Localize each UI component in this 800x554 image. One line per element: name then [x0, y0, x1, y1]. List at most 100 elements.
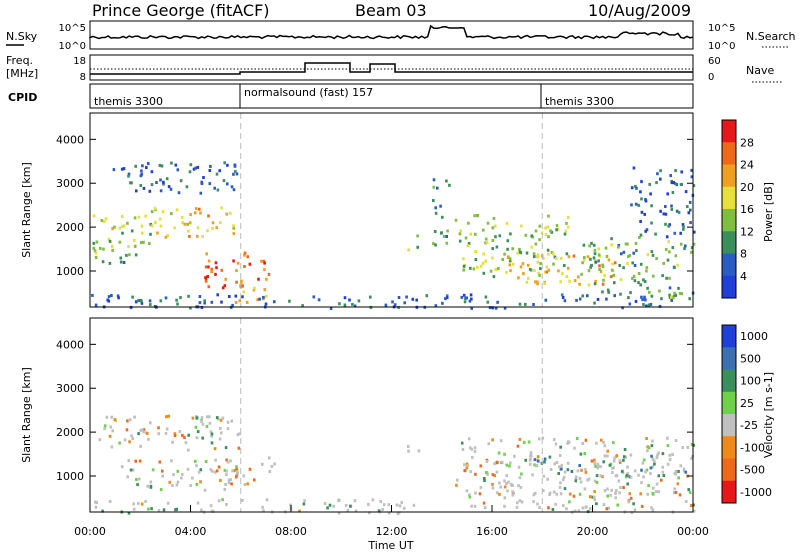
echo-cell — [107, 237, 111, 241]
echo-cell — [263, 261, 266, 265]
echo-cell — [465, 462, 469, 466]
echo-cell — [496, 460, 499, 464]
echo-cell — [469, 293, 473, 297]
echo-cell — [416, 234, 419, 238]
echo-cell — [650, 250, 654, 254]
y-tick-label: 1000 — [56, 265, 84, 278]
echo-cell — [508, 263, 512, 267]
echo-cell — [597, 253, 601, 257]
echo-cell — [682, 469, 686, 473]
echo-cell — [505, 482, 508, 485]
echo-cell — [639, 262, 643, 266]
echo-cell — [525, 280, 529, 284]
echo-cell — [186, 467, 190, 471]
echo-cell — [144, 214, 147, 218]
echo-cell — [537, 437, 541, 441]
echo-cell — [666, 258, 670, 262]
echo-cell — [554, 502, 557, 506]
echo-cell — [493, 474, 496, 478]
echo-cell — [168, 480, 172, 484]
echo-cell — [684, 244, 687, 248]
echo-cell — [579, 452, 583, 456]
echo-cell — [132, 502, 135, 506]
echo-cell — [642, 303, 645, 306]
echo-cell — [348, 298, 351, 302]
echo-cell — [186, 222, 189, 226]
echo-cell — [619, 278, 623, 282]
echo-cell — [209, 468, 213, 472]
echo-cell — [474, 472, 477, 476]
echo-cell — [219, 426, 222, 430]
echo-cell — [566, 441, 569, 445]
echo-cell — [497, 451, 501, 455]
echo-cell — [213, 470, 217, 474]
echo-cell — [235, 465, 238, 469]
echo-cell — [593, 258, 597, 262]
echo-cell — [485, 460, 489, 463]
echo-cell — [252, 288, 256, 292]
echo-cell — [631, 276, 634, 280]
echo-cell — [227, 478, 231, 482]
echo-cell — [214, 272, 217, 276]
echo-cell — [653, 462, 656, 466]
echo-cell — [578, 297, 582, 301]
echo-cell — [506, 489, 509, 493]
echo-cell — [198, 301, 202, 305]
echo-cell — [141, 428, 144, 432]
echo-cell — [666, 192, 669, 196]
echo-cell — [538, 238, 541, 242]
echo-cell — [209, 504, 213, 508]
echo-cell — [573, 509, 577, 513]
power-panel: Slant Range [km] 1000 2000 3000 4000 4 8 12 16… — [20, 112, 775, 310]
echo-cell — [563, 264, 566, 267]
echo-cell — [587, 269, 591, 273]
echo-cell — [629, 496, 633, 500]
echo-cell — [494, 306, 498, 310]
echo-cell — [610, 268, 614, 272]
echo-cell — [640, 180, 643, 184]
echo-cell — [109, 425, 112, 429]
echo-cell — [533, 269, 536, 272]
echo-cell — [474, 232, 477, 236]
y-tick-label: 4000 — [56, 338, 84, 351]
echo-cell — [149, 485, 153, 489]
echo-cell — [689, 504, 693, 507]
colorbar-segment — [722, 325, 736, 348]
velocity-panel: Slant Range [km] 1000 2000 3000 4000 1000 50… — [20, 317, 775, 515]
echo-region — [455, 436, 695, 497]
echo-cell — [211, 221, 215, 225]
echo-cell — [171, 484, 174, 487]
colorbar-tick-label: 25 — [740, 397, 754, 410]
echo-cell — [598, 264, 601, 268]
echo-cell — [498, 234, 502, 238]
echo-cell — [121, 225, 124, 228]
echo-cell — [125, 253, 128, 257]
echo-cell — [131, 468, 135, 472]
echo-cell — [268, 470, 272, 473]
echo-cell — [92, 241, 96, 245]
echo-region — [454, 214, 570, 279]
echo-cell — [503, 252, 506, 256]
freq-trace — [90, 62, 693, 75]
echo-cell — [103, 424, 107, 428]
echo-cell — [501, 460, 504, 464]
echo-cell — [466, 464, 470, 468]
echo-cell — [126, 419, 129, 423]
echo-cell — [539, 267, 542, 271]
echo-cell — [573, 279, 577, 283]
echo-cell — [377, 509, 381, 513]
echo-cell — [94, 303, 98, 307]
echo-cell — [603, 454, 607, 458]
echo-cell — [203, 299, 206, 303]
echo-cell — [593, 252, 597, 256]
echo-cell — [486, 472, 489, 476]
echo-cell — [237, 446, 241, 450]
echo-cell — [632, 251, 635, 255]
echo-cell — [100, 219, 104, 223]
echo-cell — [149, 232, 152, 236]
echo-cell — [207, 214, 210, 218]
echo-cell — [640, 481, 643, 485]
echo-cell — [508, 257, 512, 261]
echo-cell — [387, 503, 391, 507]
echo-cell — [210, 267, 214, 271]
